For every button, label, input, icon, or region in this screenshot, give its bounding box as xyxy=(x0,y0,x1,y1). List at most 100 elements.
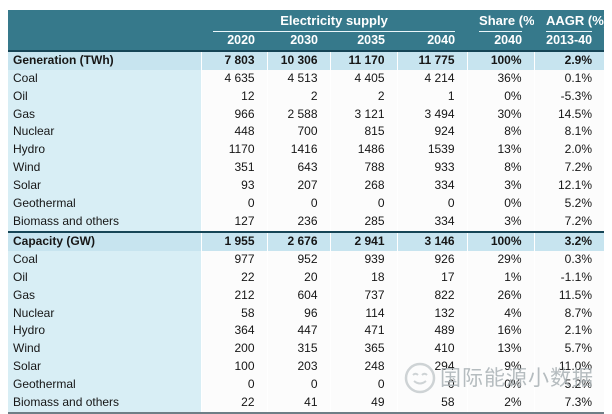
table-row: Oil 22 20 18 17 1% -1.1% xyxy=(8,268,605,287)
table-row: Oil 12 2 2 1 0% -5.3% xyxy=(8,87,605,106)
table-row: Gas 212 604 737 822 26% 11.5% xyxy=(8,286,605,305)
section-total-value: 100% xyxy=(466,230,535,251)
cell-value: 2 xyxy=(266,87,330,106)
cell-value: 16% xyxy=(466,322,535,341)
cell-value: 207 xyxy=(266,177,330,196)
cell-value: 447 xyxy=(266,322,330,341)
cell-value: 815 xyxy=(329,123,397,142)
row-label: Nuclear xyxy=(8,123,201,142)
table-header: Electricity supply Share (%) AAGR (%) 20… xyxy=(8,10,605,51)
cell-value: 926 xyxy=(396,250,468,269)
row-label: Gas xyxy=(8,286,201,305)
cell-value: 924 xyxy=(396,123,468,142)
cell-value: 2% xyxy=(466,394,535,414)
cell-value: 0 xyxy=(266,195,330,213)
cell-value: 0 xyxy=(329,376,397,395)
cell-value: 22 xyxy=(200,394,267,414)
table-row: Solar 100 203 248 294 9% 11.0% xyxy=(8,358,605,377)
table-row: Hydro 364 447 471 489 16% 2.1% xyxy=(8,322,605,341)
cell-value: 127 xyxy=(200,212,267,232)
cell-value: 737 xyxy=(329,286,397,305)
cell-value: 939 xyxy=(329,250,397,269)
cell-value: 4% xyxy=(466,304,535,323)
section-total-value: 3.2% xyxy=(533,230,605,251)
row-label: Biomass and others xyxy=(8,212,201,232)
cell-value: 236 xyxy=(266,212,330,232)
cell-value: 0% xyxy=(466,376,535,395)
table-row: Wind 351 643 788 933 8% 7.2% xyxy=(8,159,605,178)
table-body: Generation (TWh) 7 803 10 306 11 170 11 775 1… xyxy=(8,49,605,414)
column-header-aagr-2013-40: 2013-40 xyxy=(534,31,605,51)
cell-value: 1416 xyxy=(266,141,330,160)
table-row: Geothermal 0 0 0 0 0% 5.2% xyxy=(8,376,605,395)
cell-value: 604 xyxy=(266,286,330,305)
section-total-value: 3 146 xyxy=(396,230,468,251)
table-row: Biomass and others 127 236 285 334 3% 7.2% xyxy=(8,212,605,232)
cell-value: 0% xyxy=(466,195,535,213)
cell-value: 4 405 xyxy=(329,69,397,88)
cell-value: 11.0% xyxy=(533,358,605,377)
section-total-value: 10 306 xyxy=(266,49,330,70)
cell-value: 12 xyxy=(200,87,267,106)
section-total-value: 100% xyxy=(466,49,535,70)
cell-value: 2 588 xyxy=(266,105,330,124)
cell-value: 0 xyxy=(266,376,330,395)
header-group-aagr: AAGR (%) xyxy=(534,10,605,32)
section-total-value: 11 775 xyxy=(396,49,468,70)
cell-value: 471 xyxy=(329,322,397,341)
column-header-share-2040: 2040 xyxy=(467,31,535,51)
section-total-value: 2.9% xyxy=(533,49,605,70)
cell-value: 58 xyxy=(200,304,267,323)
cell-value: 96 xyxy=(266,304,330,323)
cell-value: 212 xyxy=(200,286,267,305)
cell-value: 11.5% xyxy=(533,286,605,305)
section-total-value: 7 803 xyxy=(200,49,267,70)
section-total-value: 1 955 xyxy=(200,230,267,251)
cell-value: 41 xyxy=(266,394,330,414)
row-label: Solar xyxy=(8,358,201,377)
cell-value: 13% xyxy=(466,340,535,359)
section-row: Generation (TWh) 7 803 10 306 11 170 11 775 1… xyxy=(8,49,605,70)
cell-value: 268 xyxy=(329,177,397,196)
cell-value: 18 xyxy=(329,268,397,287)
cell-value: -5.3% xyxy=(533,87,605,106)
row-label: Biomass and others xyxy=(8,394,201,414)
section-total-value: 2 941 xyxy=(329,230,397,251)
cell-value: 7.3% xyxy=(533,394,605,414)
cell-value: 8% xyxy=(466,123,535,142)
cell-value: 7.2% xyxy=(533,159,605,178)
cell-value: 334 xyxy=(396,177,468,196)
cell-value: 100 xyxy=(200,358,267,377)
cell-value: 9% xyxy=(466,358,535,377)
column-header-2040: 2040 xyxy=(397,31,468,51)
column-header-2035: 2035 xyxy=(330,31,397,51)
cell-value: 200 xyxy=(200,340,267,359)
cell-value: 0 xyxy=(329,195,397,213)
table-row: Gas 966 2 588 3 121 3 494 30% 14.5% xyxy=(8,105,605,124)
cell-value: 351 xyxy=(200,159,267,178)
table-row: Nuclear 58 96 114 132 4% 8.7% xyxy=(8,304,605,323)
cell-value: 643 xyxy=(266,159,330,178)
cell-value: 8.1% xyxy=(533,123,605,142)
cell-value: 1486 xyxy=(329,141,397,160)
cell-value: 822 xyxy=(396,286,468,305)
cell-value: 8.7% xyxy=(533,304,605,323)
header-year-row: 2020 2030 2035 2040 2040 2013-40 xyxy=(8,31,605,51)
cell-value: 2 xyxy=(329,87,397,106)
cell-value: 364 xyxy=(200,322,267,341)
group-label: AAGR (%) xyxy=(546,10,604,32)
cell-value: 0% xyxy=(466,87,535,106)
electricity-supply-table: Electricity supply Share (%) AAGR (%) 20… xyxy=(8,10,605,414)
cell-value: 29% xyxy=(466,250,535,269)
cell-value: 7.2% xyxy=(533,212,605,232)
cell-value: 0.1% xyxy=(533,69,605,88)
cell-value: 2.1% xyxy=(533,322,605,341)
cell-value: 2.0% xyxy=(533,141,605,160)
cell-value: 13% xyxy=(466,141,535,160)
table-row: Coal 977 952 939 926 29% 0.3% xyxy=(8,250,605,269)
row-label: Wind xyxy=(8,340,201,359)
row-label: Coal xyxy=(8,69,201,88)
header-group-share: Share (%) xyxy=(467,10,535,32)
cell-value: 0 xyxy=(396,195,468,213)
cell-value: 26% xyxy=(466,286,535,305)
